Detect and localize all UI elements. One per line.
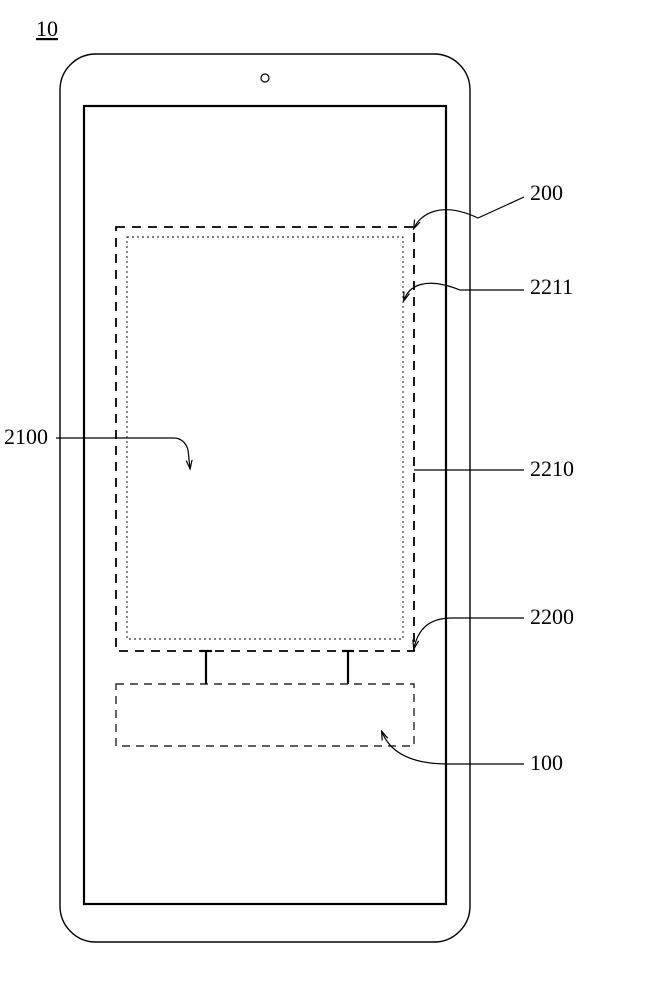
lower-dashed-rect — [116, 684, 414, 746]
callout-line-100 — [382, 732, 524, 764]
camera-icon — [261, 74, 269, 82]
screen-rect — [84, 106, 446, 904]
dashed-outer-rect — [116, 227, 414, 651]
callout-label-200: 200 — [530, 180, 563, 205]
callout-label-2200: 2200 — [530, 604, 574, 629]
technical-diagram: 10 200 2211 2210 2200 100 2100 — [0, 0, 648, 984]
callout-line-2211 — [404, 283, 524, 300]
callout-label-2211: 2211 — [530, 274, 573, 299]
callout-label-2210: 2210 — [530, 456, 574, 481]
callout-label-2100: 2100 — [4, 424, 48, 449]
figure-title: 10 — [36, 16, 58, 41]
callout-line-2100 — [56, 438, 190, 468]
callout-line-2200 — [414, 618, 524, 648]
callout-label-100: 100 — [530, 750, 563, 775]
phone-outline — [60, 54, 470, 942]
callout-line-200 — [414, 197, 524, 228]
